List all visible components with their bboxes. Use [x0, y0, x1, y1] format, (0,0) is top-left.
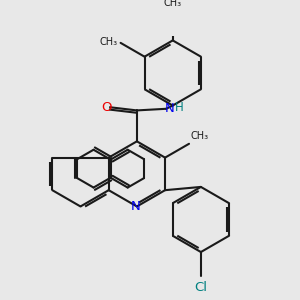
Text: CH₃: CH₃	[190, 130, 208, 141]
Text: H: H	[175, 101, 184, 114]
Text: N: N	[165, 102, 175, 115]
Text: O: O	[101, 101, 111, 114]
Text: Cl: Cl	[194, 281, 207, 294]
Text: CH₃: CH₃	[99, 37, 117, 46]
Text: CH₃: CH₃	[164, 0, 182, 8]
Text: N: N	[131, 200, 140, 213]
